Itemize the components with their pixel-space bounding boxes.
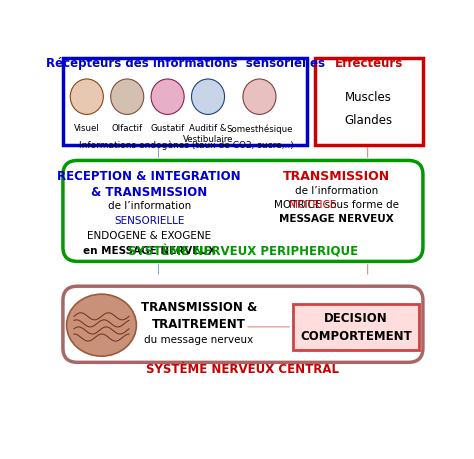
Bar (292, 304, 419, 350)
Text: en MESSAGE NERVEUX: en MESSAGE NERVEUX (83, 246, 216, 256)
Text: SYSTÈME NERVEUX PERIPHERIQUE: SYSTÈME NERVEUX PERIPHERIQUE (128, 245, 358, 258)
Text: MOTRICE: MOTRICE (289, 199, 337, 209)
Text: Effecteurs: Effecteurs (335, 57, 403, 70)
Text: RECEPTION & INTEGRATION: RECEPTION & INTEGRATION (57, 170, 241, 183)
Text: Auditif &
Vestibulaire: Auditif & Vestibulaire (183, 124, 233, 143)
Text: SYSTÈME NERVEUX CENTRAL: SYSTÈME NERVEUX CENTRAL (146, 362, 339, 375)
Text: SENSORIELLE: SENSORIELLE (114, 216, 184, 225)
Text: Somesthésique: Somesthésique (226, 124, 293, 134)
Text: TRAITREMENT: TRAITREMENT (152, 317, 246, 330)
Text: TRANSMISSION: TRANSMISSION (283, 170, 390, 183)
Text: du message nerveux: du message nerveux (144, 334, 254, 344)
Text: Glandes: Glandes (345, 114, 392, 127)
Ellipse shape (191, 80, 225, 115)
Text: de l’information: de l’information (108, 200, 191, 210)
Bar (315, 59, 423, 145)
Ellipse shape (66, 295, 137, 356)
Ellipse shape (151, 80, 184, 115)
Text: & TRANSMISSION: & TRANSMISSION (91, 185, 208, 198)
Text: Visuel: Visuel (74, 124, 100, 133)
Bar (63, 59, 307, 145)
Text: MOTRICE sous forme de: MOTRICE sous forme de (274, 199, 399, 209)
Text: Informations endogènes (taux de CO2, sucre,..): Informations endogènes (taux de CO2, suc… (79, 140, 293, 149)
Text: MESSAGE NERVEUX: MESSAGE NERVEUX (279, 213, 394, 224)
Ellipse shape (70, 80, 103, 115)
Ellipse shape (243, 80, 276, 115)
Text: de l’information: de l’information (295, 185, 378, 195)
Ellipse shape (110, 80, 144, 115)
Text: Récepteurs des informations  sensorielles: Récepteurs des informations sensorielles (46, 57, 326, 70)
FancyBboxPatch shape (63, 161, 423, 262)
Text: Muscles: Muscles (345, 91, 392, 104)
Text: DECISION
COMPORTEMENT: DECISION COMPORTEMENT (300, 312, 412, 343)
FancyBboxPatch shape (63, 286, 423, 363)
Text: Olfactif: Olfactif (112, 124, 143, 133)
Text: ENDOGENE & EXOGENE: ENDOGENE & EXOGENE (87, 231, 211, 241)
Text: TRANSMISSION &: TRANSMISSION & (141, 301, 257, 313)
Text: Gustatif: Gustatif (150, 124, 185, 133)
